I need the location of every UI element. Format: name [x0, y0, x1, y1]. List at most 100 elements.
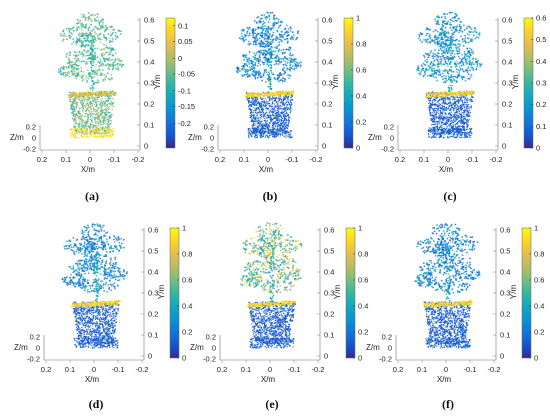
pot-point — [280, 120, 282, 123]
pot-point — [285, 113, 287, 115]
pot-point — [257, 98, 259, 100]
pot-point — [275, 105, 277, 107]
leaf-point — [289, 63, 292, 66]
leaf-point — [289, 30, 292, 32]
pot-point — [450, 101, 452, 104]
pot-point — [467, 120, 470, 122]
pot-point — [78, 124, 80, 127]
leaf-point — [62, 29, 65, 32]
pot-point — [433, 109, 435, 111]
leaf-point — [241, 37, 243, 40]
pot-point — [274, 115, 276, 117]
leaf-point — [290, 66, 293, 69]
leaf-point — [106, 38, 108, 40]
pot-point — [252, 111, 254, 114]
colorbar-tick-label: 0.6 — [356, 66, 366, 75]
pot-point — [102, 126, 104, 128]
pot-point — [100, 123, 102, 125]
pot-point — [430, 117, 432, 120]
pot-point — [456, 100, 458, 102]
leaf-point — [265, 45, 268, 48]
pot-point — [89, 122, 92, 124]
leaf-point — [68, 54, 71, 57]
pot-point — [454, 124, 456, 126]
base-point — [254, 129, 257, 132]
leaf-point — [283, 38, 286, 41]
pot-point — [276, 114, 278, 116]
pot-point — [98, 122, 100, 124]
rim-point — [289, 94, 291, 96]
x-tick-label: 0 — [446, 155, 450, 164]
leaf-point — [270, 53, 273, 55]
pot-point — [443, 103, 445, 105]
base-point — [80, 129, 82, 131]
pot-point — [288, 122, 290, 125]
pot-point — [100, 101, 102, 103]
leaf-point — [269, 11, 272, 14]
pot-point — [458, 97, 460, 99]
pot-point — [269, 114, 272, 117]
pot-point — [250, 120, 252, 122]
pot-point — [90, 115, 92, 117]
leaf-point — [254, 76, 257, 79]
pot-point — [112, 102, 114, 105]
pot-point — [270, 98, 272, 100]
pot-point — [277, 124, 279, 127]
leaf-point — [62, 74, 65, 76]
pot-point — [89, 106, 91, 108]
leaf-point — [83, 13, 85, 16]
pot-point — [84, 98, 87, 100]
leaf-point — [71, 65, 74, 67]
pot-point — [92, 101, 94, 103]
pot-point — [450, 102, 452, 105]
pot-point — [431, 124, 433, 126]
pot-point — [74, 108, 76, 110]
pot-point — [103, 111, 106, 114]
leaf-point — [94, 38, 96, 40]
base-point — [104, 132, 106, 134]
leaf-point — [76, 38, 79, 41]
stem-point — [267, 91, 269, 93]
pot-point — [440, 124, 442, 126]
pot-point — [68, 91, 71, 94]
leaf-point — [103, 73, 106, 76]
pot-point — [450, 104, 452, 106]
leaf-point — [276, 47, 278, 49]
pot-point — [84, 107, 87, 109]
pot-point — [80, 100, 82, 102]
leaf-point — [265, 71, 268, 74]
pot-point — [81, 115, 84, 117]
base-point — [102, 131, 105, 133]
base-point — [79, 128, 81, 130]
base-point — [103, 128, 106, 130]
y-tick-label: 0.1 — [144, 121, 154, 130]
pot-point — [265, 112, 267, 115]
pot-point — [464, 100, 466, 102]
pot-point — [277, 111, 279, 114]
leaf-point — [120, 30, 123, 33]
leaf-point — [91, 29, 93, 32]
leaf-point — [116, 58, 119, 60]
pot-point — [277, 97, 279, 100]
pot-point — [284, 108, 286, 111]
pot-point — [287, 107, 289, 109]
pot-point — [279, 112, 281, 114]
pot-point — [108, 102, 110, 105]
leaf-point — [72, 74, 75, 76]
leaf-point — [112, 54, 115, 57]
pot-point — [438, 99, 440, 102]
leaf-point — [284, 27, 287, 30]
leaf-point — [251, 29, 253, 32]
stem-point — [92, 61, 95, 64]
base-point — [100, 127, 102, 130]
pot-point — [434, 115, 436, 117]
leaf-point — [88, 57, 91, 60]
rim-point — [68, 95, 70, 97]
leaf-point — [72, 38, 74, 40]
leaf-point — [102, 80, 105, 82]
pot-point — [258, 108, 261, 111]
leaf-point — [300, 61, 302, 63]
leaf-point — [85, 51, 88, 54]
pot-point — [253, 100, 256, 102]
leaf-point — [266, 63, 268, 65]
